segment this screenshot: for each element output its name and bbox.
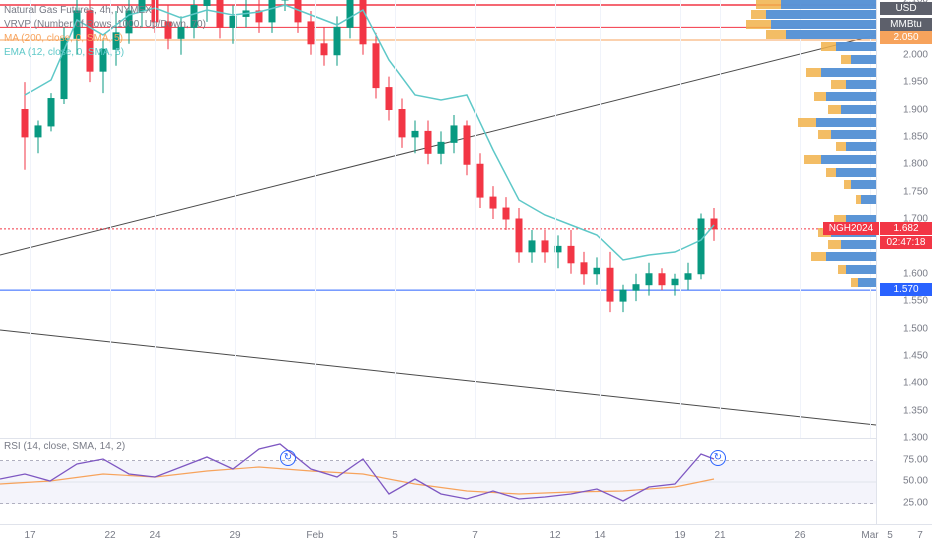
orange-level-badge: 2.050 xyxy=(880,31,932,44)
price-axis[interactable]: 1.3001.3501.4001.4501.5001.5501.6001.650… xyxy=(876,0,932,438)
rsi-panel[interactable]: RSI (14, close, SMA, 14, 2) xyxy=(0,438,876,524)
main-price-chart[interactable] xyxy=(0,0,876,438)
symbol-badge: NGH2024 xyxy=(823,222,879,235)
volume-profile xyxy=(746,0,876,438)
time-axis[interactable]: 17222429Feb571214192126Mar57 xyxy=(0,524,932,550)
unit-mmbtu[interactable]: MMBtu xyxy=(880,18,932,31)
indicator-legend: Natural Gas Futures, 4h, NYMEX VRVP (Num… xyxy=(4,4,206,60)
unit-usd[interactable]: USD xyxy=(880,2,932,15)
arrow-marker-icon: ↻ xyxy=(710,450,726,466)
chart-title[interactable]: Natural Gas Futures, 4h, NYMEX xyxy=(4,4,206,18)
arrow-marker-icon: ↻ xyxy=(280,450,296,466)
rsi-label[interactable]: RSI (14, close, SMA, 14, 2) xyxy=(4,441,125,452)
rsi-axis: 25.0050.0075.00 xyxy=(876,438,932,524)
countdown-badge: 02:47:18 xyxy=(880,236,932,249)
last-price-badge: 1.682 xyxy=(880,222,932,235)
blue-level-badge: 1.570 xyxy=(880,283,932,296)
